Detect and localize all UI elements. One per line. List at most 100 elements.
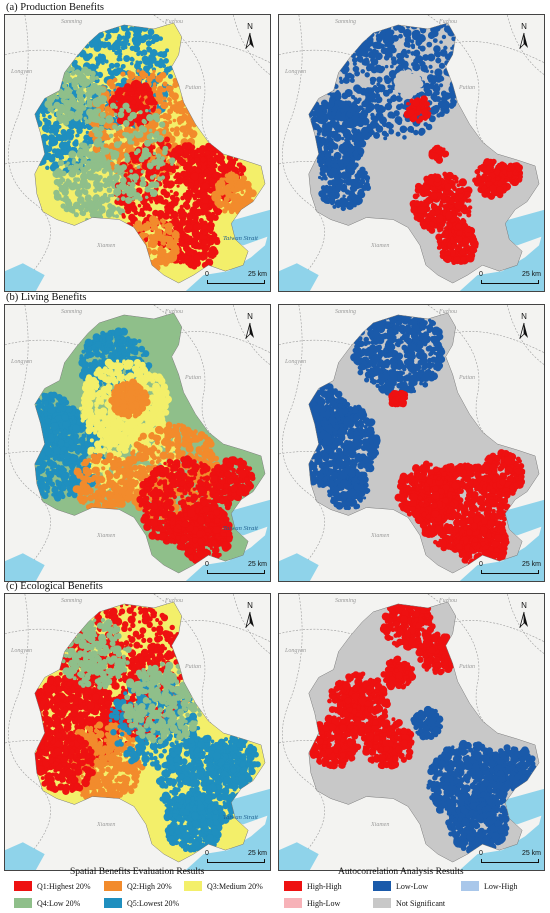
place-label-putian: Putian bbox=[459, 375, 475, 381]
place-label-xiamen: Xiamen bbox=[371, 243, 390, 249]
legend-item-q2: Q2:High 20% bbox=[104, 881, 172, 891]
scale-zero-label: 0 bbox=[205, 271, 209, 278]
legend-item-not-significant: Not Significant bbox=[373, 898, 445, 908]
legend-label-low-low: Low-Low bbox=[396, 881, 428, 891]
study-region bbox=[308, 22, 540, 284]
legend-item-high-high: High-High bbox=[284, 881, 342, 891]
north-arrow-icon: N bbox=[243, 22, 257, 49]
scale-bar-line bbox=[207, 570, 265, 574]
place-label-longyan: Longyan bbox=[11, 69, 32, 75]
scale-bar-line bbox=[481, 570, 539, 574]
legend-swatch-high-high bbox=[284, 881, 302, 891]
scale-zero-label: 0 bbox=[479, 271, 483, 278]
place-label-longyan: Longyan bbox=[11, 359, 32, 365]
scale-zero-label: 0 bbox=[205, 850, 209, 857]
legend-label-q5: Q5:Lowest 20% bbox=[127, 898, 180, 908]
legend-label-not-significant: Not Significant bbox=[396, 898, 446, 908]
sea-area bbox=[279, 788, 544, 870]
legend-swatch-low-low bbox=[373, 881, 391, 891]
admin-boundary-lines bbox=[5, 305, 270, 581]
place-label-xiamen: Xiamen bbox=[371, 822, 390, 828]
scale-bar: 0 25 km bbox=[479, 561, 541, 581]
legend-label-low-high: Low-High bbox=[484, 881, 518, 891]
strait-label: Taiwan Strait bbox=[223, 235, 258, 242]
legend-swatch-q5 bbox=[104, 898, 122, 908]
north-label: N bbox=[521, 312, 527, 321]
admin-boundary-lines bbox=[5, 594, 270, 870]
place-label-putian: Putian bbox=[459, 664, 475, 670]
study-region bbox=[308, 312, 540, 574]
legend-label-q3: Q3:Medium 20% bbox=[207, 881, 263, 891]
scale-bar-line bbox=[481, 280, 539, 284]
legend-label-high-high: High-High bbox=[307, 881, 342, 891]
strait-label: Taiwan Strait bbox=[223, 525, 258, 532]
place-label-putian: Putian bbox=[185, 664, 201, 670]
scale-end-label: 25 km bbox=[247, 850, 267, 857]
scale-bar-line bbox=[207, 280, 265, 284]
place-label-fuzhou: Fuzhou bbox=[165, 19, 183, 25]
sea-area bbox=[279, 499, 544, 581]
legend-item-high-low: High-Low bbox=[284, 898, 340, 908]
north-label: N bbox=[247, 601, 253, 610]
place-label-sanming: Sanming bbox=[335, 309, 356, 315]
scale-zero-label: 0 bbox=[479, 561, 483, 568]
map-canvas bbox=[5, 305, 270, 581]
production-autocorrelation-map: SanmingFuzhouLongyanPutianXiamenQuanzhou… bbox=[278, 14, 545, 292]
scale-end-label: 25 km bbox=[521, 561, 541, 568]
ecological-evaluation-map: SanmingFuzhouLongyanPutianXiamenQuanzhou… bbox=[4, 593, 271, 871]
study-region bbox=[34, 22, 266, 284]
admin-boundary-lines bbox=[5, 15, 270, 291]
place-label-longyan: Longyan bbox=[11, 648, 32, 654]
admin-boundary-lines bbox=[279, 305, 544, 581]
scale-zero-label: 0 bbox=[479, 850, 483, 857]
legend-item-q4: Q4:Low 20% bbox=[14, 898, 80, 908]
living-autocorrelation-map: SanmingFuzhouLongyanPutianXiamenQuanzhou… bbox=[278, 304, 545, 582]
legend-swatch-high-low bbox=[284, 898, 302, 908]
place-label-sanming: Sanming bbox=[335, 598, 356, 604]
production-evaluation-map: SanmingFuzhouLongyanPutianXiamenQuanzhou… bbox=[4, 14, 271, 292]
north-arrow-icon: N bbox=[517, 601, 531, 628]
north-arrow-icon: N bbox=[243, 312, 257, 339]
section-title-living: (b) Living Benefits bbox=[6, 292, 87, 303]
legend-item-q1: Q1:Highest 20% bbox=[14, 881, 91, 891]
north-arrow-icon: N bbox=[517, 312, 531, 339]
legend-swatch-low-high bbox=[461, 881, 479, 891]
place-label-putian: Putian bbox=[185, 85, 201, 91]
legend-swatch-q2 bbox=[104, 881, 122, 891]
section-title-ecological: (c) Ecological Benefits bbox=[6, 581, 103, 592]
place-label-putian: Putian bbox=[185, 375, 201, 381]
legend-label-q1: Q1:Highest 20% bbox=[37, 881, 91, 891]
place-label-fuzhou: Fuzhou bbox=[165, 598, 183, 604]
scale-zero-label: 0 bbox=[205, 561, 209, 568]
legend-item-low-high: Low-High bbox=[461, 881, 517, 891]
scale-end-label: 25 km bbox=[521, 271, 541, 278]
legend-label-q2: Q2:High 20% bbox=[127, 881, 172, 891]
legend-title-autocorrelation: Autocorrelation Analysis Results bbox=[338, 867, 464, 877]
legend-label-high-low: High-Low bbox=[307, 898, 341, 908]
map-canvas bbox=[279, 305, 544, 581]
scale-bar: 0 25 km bbox=[479, 850, 541, 870]
north-label: N bbox=[521, 601, 527, 610]
north-arrow-icon: N bbox=[517, 22, 531, 49]
place-label-xiamen: Xiamen bbox=[97, 533, 116, 539]
place-label-xiamen: Xiamen bbox=[97, 822, 116, 828]
place-label-putian: Putian bbox=[459, 85, 475, 91]
study-region bbox=[308, 601, 540, 863]
place-label-fuzhou: Fuzhou bbox=[439, 309, 457, 315]
place-label-longyan: Longyan bbox=[285, 69, 306, 75]
north-arrow-icon: N bbox=[243, 601, 257, 628]
sea-area bbox=[279, 209, 544, 291]
sea-area bbox=[5, 209, 270, 291]
admin-boundary-lines bbox=[279, 594, 544, 870]
living-evaluation-map: SanmingFuzhouLongyanPutianXiamenQuanzhou… bbox=[4, 304, 271, 582]
map-canvas bbox=[5, 594, 270, 870]
study-region bbox=[34, 312, 266, 574]
scale-bar: 0 25 km bbox=[479, 271, 541, 291]
strait-label: Taiwan Strait bbox=[223, 814, 258, 821]
legend-item-q5: Q5:Lowest 20% bbox=[104, 898, 179, 908]
place-label-sanming: Sanming bbox=[61, 309, 82, 315]
sea-area bbox=[5, 499, 270, 581]
map-canvas bbox=[279, 15, 544, 291]
legend-item-low-low: Low-Low bbox=[373, 881, 428, 891]
scale-bar: 0 25 km bbox=[205, 850, 267, 870]
